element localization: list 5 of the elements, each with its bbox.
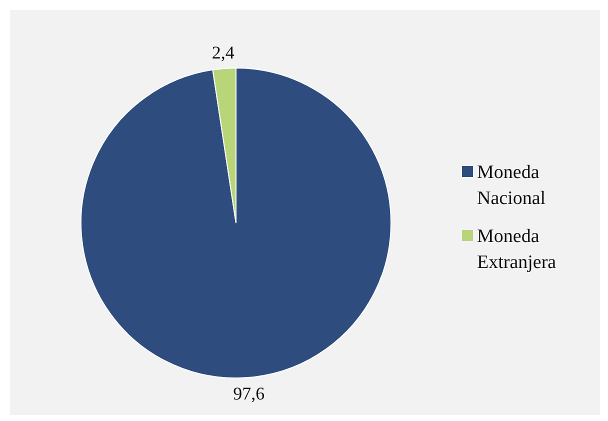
data-label: 97,6: [233, 384, 265, 404]
data-label: 2,4: [212, 42, 234, 62]
legend-label: Moneda Nacional: [477, 161, 547, 211]
legend-label: Moneda Extranjera: [477, 225, 558, 275]
pie-slice: [80, 68, 392, 378]
